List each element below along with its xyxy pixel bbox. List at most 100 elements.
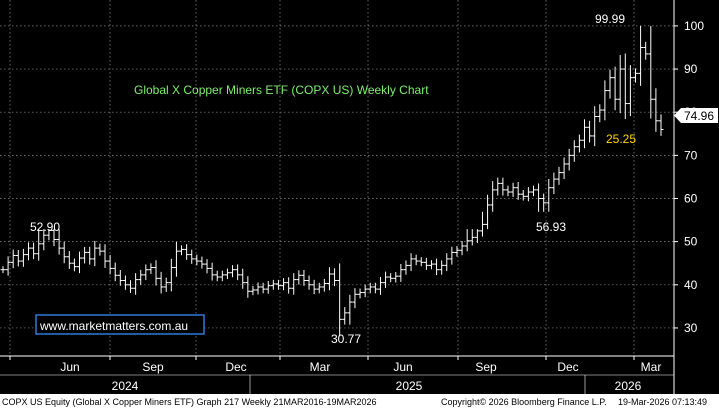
annotation-56-93: 56.93 bbox=[536, 220, 566, 234]
ohlc-bar bbox=[520, 189, 526, 201]
y-tick-label: 30 bbox=[684, 321, 698, 335]
ohlc-bar bbox=[495, 177, 501, 196]
x-axis: Jun Sep Dec Mar Jun Sep Dec Mar 2024 2025 2026 bbox=[0, 355, 674, 394]
ohlc-bar bbox=[464, 229, 470, 252]
ohlc-bar bbox=[71, 258, 77, 272]
ohlc-bar bbox=[31, 242, 37, 260]
ohlc-bar bbox=[97, 243, 103, 256]
ohlc-bar bbox=[500, 177, 506, 196]
ohlc-bar bbox=[66, 251, 72, 269]
x-month-label: Mar bbox=[641, 360, 662, 374]
ohlc-bar bbox=[148, 263, 154, 274]
ohlc-bar bbox=[638, 25, 644, 86]
ohlc-bar bbox=[439, 260, 445, 275]
ohlc-bar bbox=[321, 278, 327, 292]
ohlc-bar bbox=[485, 194, 491, 230]
ohlc-bar bbox=[413, 254, 419, 266]
ohlc-bar bbox=[561, 157, 567, 180]
ohlc-bar bbox=[194, 254, 200, 266]
chart-title: Global X Copper Miners ETF (COPX US) Wee… bbox=[134, 83, 429, 97]
ohlc-bar bbox=[286, 277, 292, 294]
ohlc-bar bbox=[122, 275, 128, 290]
footer-copyright: Copyright© 2026 Bloomberg Finance L.P. bbox=[441, 397, 607, 407]
ohlc-bar bbox=[423, 257, 429, 270]
ohlc-bar bbox=[163, 277, 169, 292]
ohlc-bar bbox=[10, 249, 16, 269]
ohlc-bar bbox=[20, 248, 26, 267]
ohlc-bar bbox=[474, 229, 480, 244]
ohlc-bar bbox=[556, 166, 562, 185]
ohlc-bar bbox=[434, 258, 440, 276]
ohlc-bar bbox=[184, 244, 190, 260]
ohlc-bar bbox=[490, 181, 496, 212]
ohlc-bar bbox=[403, 260, 409, 275]
ohlc-bar bbox=[219, 270, 225, 282]
grid-lines bbox=[0, 0, 674, 356]
ohlc-bar bbox=[143, 264, 149, 281]
ohlc-bar bbox=[281, 278, 287, 291]
ohlc-bar bbox=[301, 270, 307, 286]
ohlc-bar bbox=[546, 178, 552, 212]
ohlc-bar bbox=[0, 266, 6, 274]
x-month-label: Sep bbox=[142, 360, 164, 374]
y-tick-label: 40 bbox=[684, 278, 698, 292]
y-tick-label: 70 bbox=[684, 148, 698, 162]
ohlc-bar bbox=[77, 251, 83, 274]
x-month-label: Jun bbox=[393, 360, 412, 374]
annotation-99-99: 99.99 bbox=[595, 12, 625, 26]
ohlc-bar bbox=[576, 134, 582, 153]
annotation-30-77: 30.77 bbox=[331, 332, 361, 346]
ohlc-bar bbox=[510, 182, 516, 197]
ohlc-bar bbox=[643, 41, 649, 60]
ohlc-bar bbox=[530, 185, 536, 197]
ohlc-bar bbox=[377, 276, 383, 295]
ohlc-bar bbox=[230, 265, 236, 278]
watermark-text: www.marketmatters.com.au bbox=[39, 319, 188, 333]
y-axis: 30405060708090100 bbox=[673, 0, 704, 394]
price-bars bbox=[0, 25, 664, 337]
ohlc-bar bbox=[428, 260, 434, 270]
y-tick-label: 90 bbox=[684, 62, 698, 76]
ohlc-bar bbox=[82, 247, 88, 264]
ohlc-bar bbox=[515, 181, 521, 200]
ohlc-bar bbox=[61, 241, 67, 264]
ohlc-bar bbox=[107, 255, 113, 275]
footer-bar: COPX US Equity (Global X Copper Miners E… bbox=[0, 394, 719, 410]
ohlc-bar bbox=[622, 53, 628, 120]
ohlc-bar bbox=[117, 270, 123, 286]
ohlc-bar bbox=[87, 246, 93, 265]
ohlc-bar bbox=[260, 282, 266, 294]
ohlc-bar bbox=[541, 193, 547, 212]
x-month-label: Jun bbox=[60, 360, 79, 374]
ohlc-bar bbox=[347, 294, 353, 325]
ohlc-bar bbox=[133, 273, 139, 295]
ohlc-bar bbox=[342, 307, 348, 325]
ohlc-bar bbox=[41, 229, 47, 251]
ohlc-bar bbox=[275, 279, 281, 290]
ohlc-bar bbox=[571, 140, 577, 162]
ohlc-bar bbox=[46, 229, 52, 241]
ohlc-bar bbox=[158, 271, 164, 294]
ohlc-bar bbox=[383, 271, 389, 289]
ohlc-bar bbox=[536, 183, 542, 212]
ohlc-bar bbox=[240, 268, 246, 289]
ohlc-bar bbox=[367, 282, 373, 294]
ohlc-bar bbox=[173, 241, 179, 277]
ohlc-bar bbox=[332, 268, 338, 287]
ohlc-bar bbox=[255, 282, 261, 295]
ohlc-bar bbox=[311, 279, 317, 295]
watermark: www.marketmatters.com.au bbox=[35, 314, 205, 335]
ohlc-bar bbox=[168, 258, 174, 292]
ohlc-bar bbox=[128, 280, 134, 293]
ohlc-bar bbox=[112, 262, 118, 282]
ohlc-bar bbox=[581, 119, 587, 149]
ohlc-bar bbox=[214, 270, 220, 282]
ohlc-bar bbox=[459, 241, 465, 256]
ohlc-bar bbox=[102, 244, 108, 268]
annotation-25-25: 25.25 bbox=[606, 132, 636, 146]
ohlc-bar bbox=[92, 240, 98, 267]
ohlc-bar bbox=[362, 284, 368, 298]
ohlc-bar bbox=[56, 229, 62, 255]
ohlc-bar bbox=[597, 104, 603, 123]
ohlc-bar bbox=[592, 106, 598, 147]
